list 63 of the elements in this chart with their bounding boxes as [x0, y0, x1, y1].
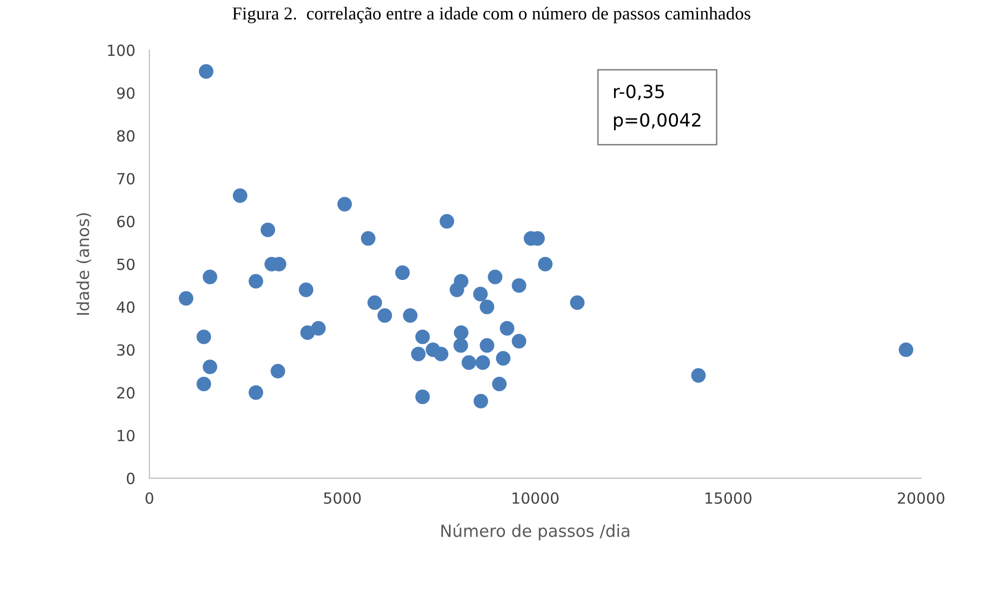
- y-tick-label: 100: [108, 44, 135, 56]
- point: [538, 256, 553, 272]
- point: [570, 295, 585, 310]
- y-tick-label: 90: [117, 87, 135, 99]
- y-axis-title: Idade (anos): [76, 213, 92, 315]
- point: [512, 334, 526, 348]
- y-tick-label: 20: [117, 387, 135, 399]
- point: [488, 270, 502, 284]
- point: [512, 278, 526, 293]
- point: [473, 286, 488, 302]
- point: [298, 282, 314, 298]
- point: [260, 222, 276, 238]
- y-tick-label: 30: [117, 344, 135, 356]
- x-tick-label: 0: [146, 492, 154, 504]
- point: [248, 385, 264, 400]
- y-tick-label: 0: [126, 472, 135, 484]
- y-tick-label: 50: [117, 258, 135, 270]
- point: [898, 342, 914, 358]
- point: [475, 355, 490, 370]
- point: [248, 274, 264, 289]
- y-tick-label: 10: [118, 430, 135, 442]
- y-tick-label: 80: [117, 130, 135, 142]
- point: [434, 346, 448, 362]
- point: [450, 282, 464, 298]
- point: [440, 214, 454, 229]
- point: [454, 325, 468, 340]
- point: [496, 351, 511, 366]
- point: [367, 295, 382, 310]
- point: [202, 270, 218, 284]
- point: [474, 394, 488, 408]
- point: [196, 330, 212, 344]
- point: [270, 364, 286, 378]
- point: [411, 346, 426, 362]
- annotation: r-0,35 p=0,0042: [614, 84, 700, 130]
- chart-title: Figura 2. correlação entre a idade com o número de passos caminhados: [232, 6, 750, 24]
- x-axis-title: Número de passos /dia: [441, 524, 630, 540]
- point: [196, 376, 212, 392]
- point: [480, 300, 494, 314]
- point: [480, 338, 494, 353]
- point: [415, 330, 430, 344]
- point: [691, 368, 706, 383]
- point: [198, 64, 214, 79]
- point: [178, 291, 194, 306]
- point: [453, 338, 468, 353]
- point: [311, 321, 326, 336]
- point: [402, 308, 418, 323]
- point: [377, 308, 392, 323]
- point: [360, 231, 376, 246]
- y-tick-label: 60: [117, 216, 135, 228]
- y-tick-label: 40: [116, 301, 135, 313]
- x-tick-label: 15000: [706, 492, 752, 504]
- point: [500, 321, 514, 336]
- point: [337, 196, 352, 212]
- y-tick-label: 70: [117, 172, 135, 185]
- point: [202, 360, 218, 374]
- point: [232, 188, 248, 203]
- x-tick-label: 10000: [512, 492, 559, 504]
- point: [462, 355, 476, 370]
- point: [492, 376, 507, 392]
- point: [415, 390, 430, 404]
- x-tick-label: 20000: [898, 492, 944, 504]
- point: [395, 265, 410, 280]
- x-tick-label: 5000: [324, 492, 361, 504]
